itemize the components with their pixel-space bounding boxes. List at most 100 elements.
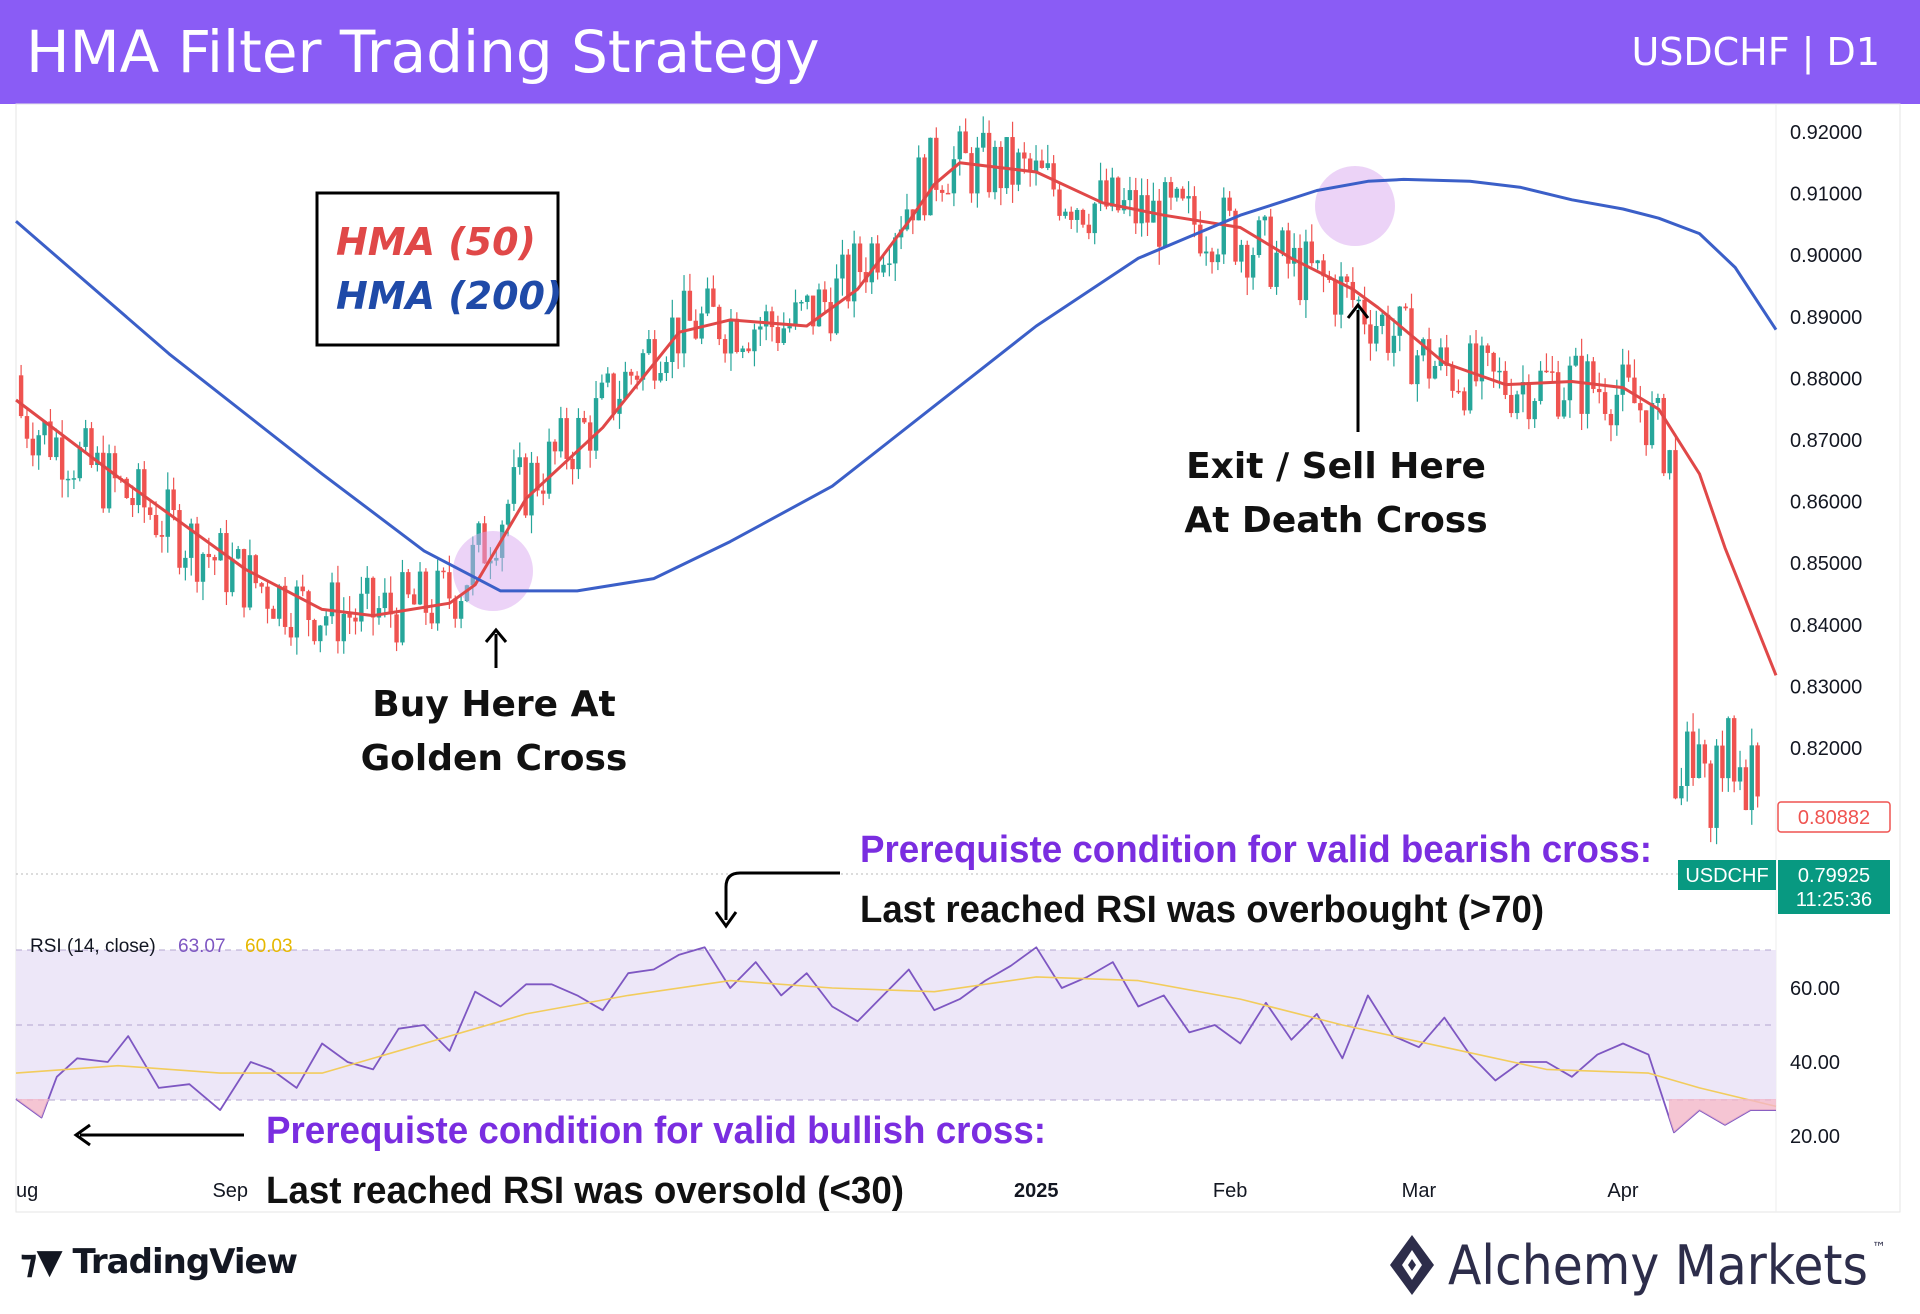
candle-body [24,416,30,439]
candle-body [1004,137,1009,189]
candle-body [1626,364,1631,378]
candle-body [517,457,522,468]
price-tick-label: 0.89000 [1790,307,1862,329]
candle-body [986,132,992,193]
candle-body [247,555,253,608]
candle-body [664,362,669,374]
candle-body [1233,210,1238,262]
candle-body [411,594,417,605]
candle-body [1655,397,1661,403]
price-tick-label: 0.88000 [1790,368,1862,390]
candle-body [593,398,599,451]
candle-body [1022,152,1027,159]
candle-body [417,571,423,605]
candle-body [106,453,112,509]
candle-body [875,243,880,273]
candle-body [1245,244,1250,278]
time-tick-label: ug [16,1180,38,1202]
candle-body [541,490,546,494]
candle-body [1262,216,1268,221]
candle-body [1379,314,1385,326]
candle-body [447,572,452,599]
price-tick-label: 0.92000 [1790,122,1862,144]
price-tick-label: 0.90000 [1790,245,1862,267]
candle-body [763,311,769,327]
bullish-condition-text: Last reached RSI was oversold (<30) [266,1170,904,1212]
candle-body [564,418,569,459]
candle-body [711,288,716,307]
candle-body [312,620,317,642]
candle-body [259,583,264,587]
candle-body [18,375,24,417]
candle-body [1591,361,1596,389]
time-tick-label: 2025 [1014,1180,1059,1202]
candle-body [1509,394,1514,414]
rsi-tick-label: 60.00 [1790,978,1840,1000]
symbol-tag [1678,860,1776,890]
candle-body [846,254,851,302]
price-tick-label: 0.91000 [1790,184,1862,206]
exit-label-line1: Exit / Sell Here [1186,446,1486,487]
candle-body [370,577,376,618]
candle-body [458,601,464,619]
candle-body [65,478,71,481]
candle-body [1491,352,1496,372]
candle-body [623,371,628,399]
candle-body [177,510,182,568]
trademark-symbol: ™ [1872,1240,1886,1256]
candle-body [582,417,587,423]
rsi-tick-label: 20.00 [1790,1126,1840,1148]
chart-border [15,103,1901,1213]
candle-body [130,497,135,506]
bearish-condition-text: Last reached RSI was overbought (>70) [860,889,1544,931]
candle-body [159,535,165,537]
candle-body [599,382,605,399]
candle-body [1632,377,1637,404]
candle-body [529,462,534,516]
candle-body [1356,299,1361,302]
candle-body [722,339,728,354]
buy-label-line1: Buy Here At [372,684,615,725]
candle-body [218,533,223,561]
candle-body [916,157,921,221]
buy-arrow-head [484,627,508,643]
candle-body [1385,314,1391,353]
candle-body [1133,190,1138,224]
candle-body [1737,767,1743,782]
candle-body [1532,400,1537,420]
death-cross-highlight [1315,166,1395,246]
price-tick-label: 0.87000 [1790,430,1862,452]
candle-body [1679,785,1684,799]
price-tick-label: 0.84000 [1790,615,1862,637]
candle-body [1080,209,1086,225]
series-lines [15,161,1778,1134]
price-axis: 0.92000 0.91000 0.90000 0.89000 0.88000 0.870… [1790,122,1862,760]
candle-body [89,428,94,466]
time-tick-label: Apr [1607,1180,1638,1202]
candle-body [1602,392,1608,414]
tradingview-icon: ⁊▼ [20,1242,63,1282]
candle-body [1098,180,1103,204]
candle-body [142,469,147,508]
candle-body [951,159,957,194]
candle-body [1462,391,1467,411]
candle-body [153,514,159,536]
current-price-value: 0.79925 [1798,865,1870,887]
candle-body [1280,230,1285,253]
candle-body [928,137,933,216]
candle-body [851,243,857,302]
candle-body [200,553,206,582]
candle-body [828,302,833,334]
candle-body [1092,203,1097,234]
candle-body [365,577,370,594]
candle-body [1338,276,1344,315]
candle-body [658,373,663,381]
candle-body [1063,211,1068,216]
candle-body [1702,744,1708,764]
candle-body [42,421,47,436]
candle-body [1180,188,1185,199]
candle-body [1174,188,1180,198]
buy-label-line2: Golden Cross [361,738,628,779]
candle-body [1033,160,1039,172]
candle-body [300,586,305,592]
